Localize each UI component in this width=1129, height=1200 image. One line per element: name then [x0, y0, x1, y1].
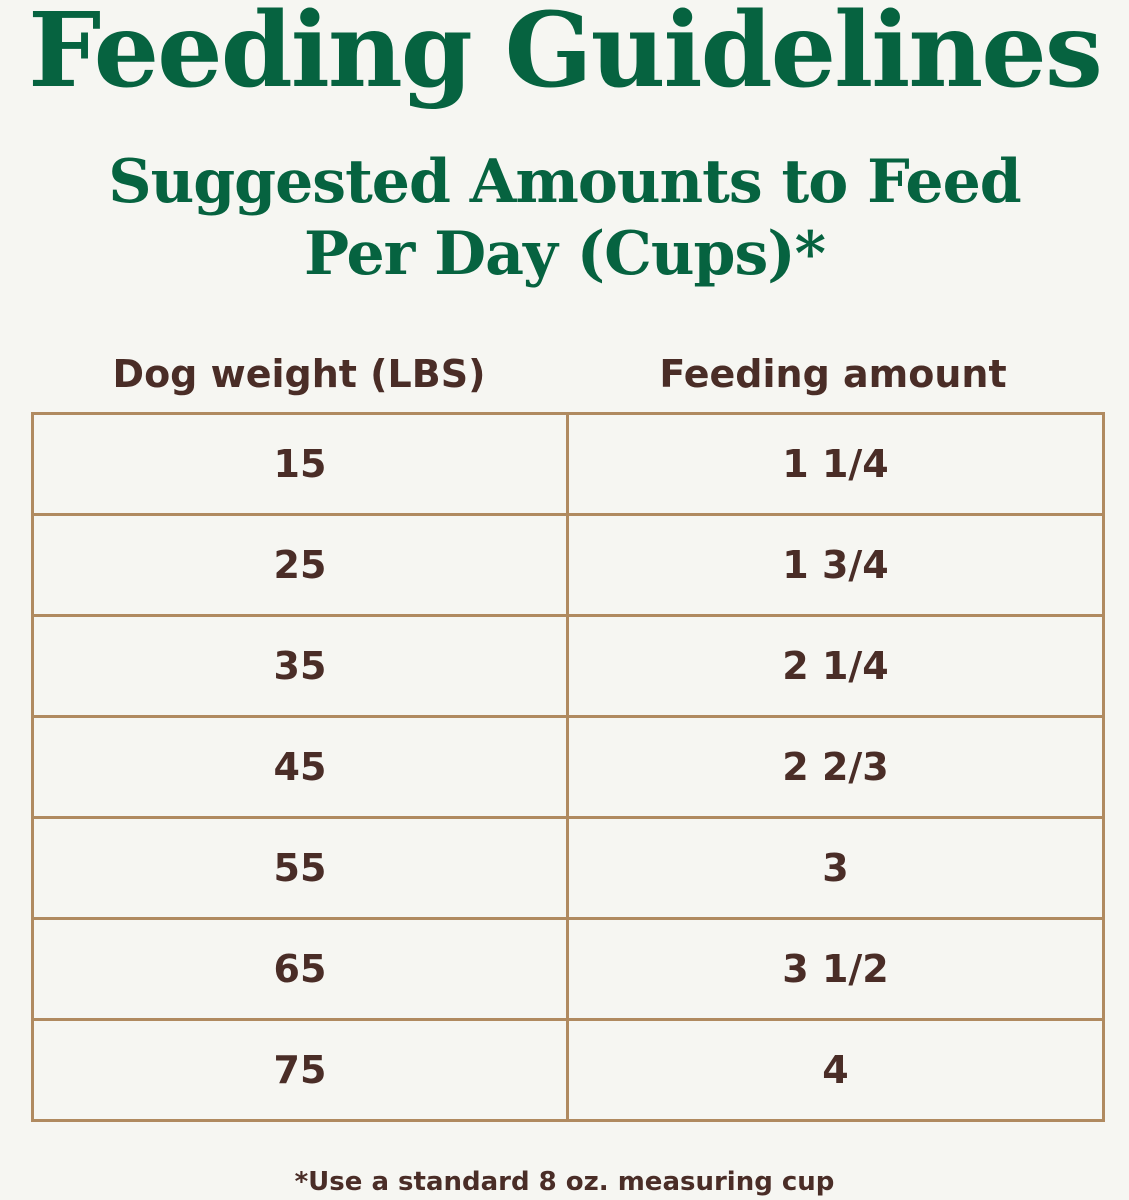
page-subtitle: Suggested Amounts to Feed Per Day (Cups)… [0, 146, 1129, 290]
page-title: Feeding Guidelines [28, 0, 1103, 111]
table-row: 55 3 [31, 816, 1105, 920]
feeding-amount-cell: 3 1/2 [566, 917, 1105, 1021]
table-row: 25 1 3/4 [31, 513, 1105, 617]
footnote: *Use a standard 8 oz. measuring cup [294, 1167, 835, 1197]
feeding-amount-cell: 1 1/4 [566, 412, 1105, 516]
table-row: 75 4 [31, 1018, 1105, 1122]
dog-weight-cell: 75 [31, 1018, 569, 1122]
feeding-amount-cell: 2 1/4 [566, 614, 1105, 718]
subtitle-line-2: Per Day (Cups)* [303, 219, 826, 289]
column-header-dog-weight: Dog weight (LBS) [112, 352, 486, 396]
feeding-amount-cell: 3 [566, 816, 1105, 920]
feeding-amount-cell: 4 [566, 1018, 1105, 1122]
feeding-amount-cell: 1 3/4 [566, 513, 1105, 617]
table-row: 35 2 1/4 [31, 614, 1105, 718]
dog-weight-cell: 25 [31, 513, 569, 617]
dog-weight-cell: 55 [31, 816, 569, 920]
table-row: 45 2 2/3 [31, 715, 1105, 819]
feeding-amount-cell: 2 2/3 [566, 715, 1105, 819]
table-row: 15 1 1/4 [31, 412, 1105, 516]
dog-weight-cell: 15 [31, 412, 569, 516]
subtitle-line-1: Suggested Amounts to Feed [108, 147, 1021, 217]
table-row: 65 3 1/2 [31, 917, 1105, 1021]
dog-weight-cell: 35 [31, 614, 569, 718]
dog-weight-cell: 45 [31, 715, 569, 819]
dog-weight-cell: 65 [31, 917, 569, 1021]
feeding-table: 15 1 1/4 25 1 3/4 35 2 1/4 45 2 2/3 55 3… [31, 412, 1105, 1122]
column-header-feeding-amount: Feeding amount [659, 352, 1007, 396]
